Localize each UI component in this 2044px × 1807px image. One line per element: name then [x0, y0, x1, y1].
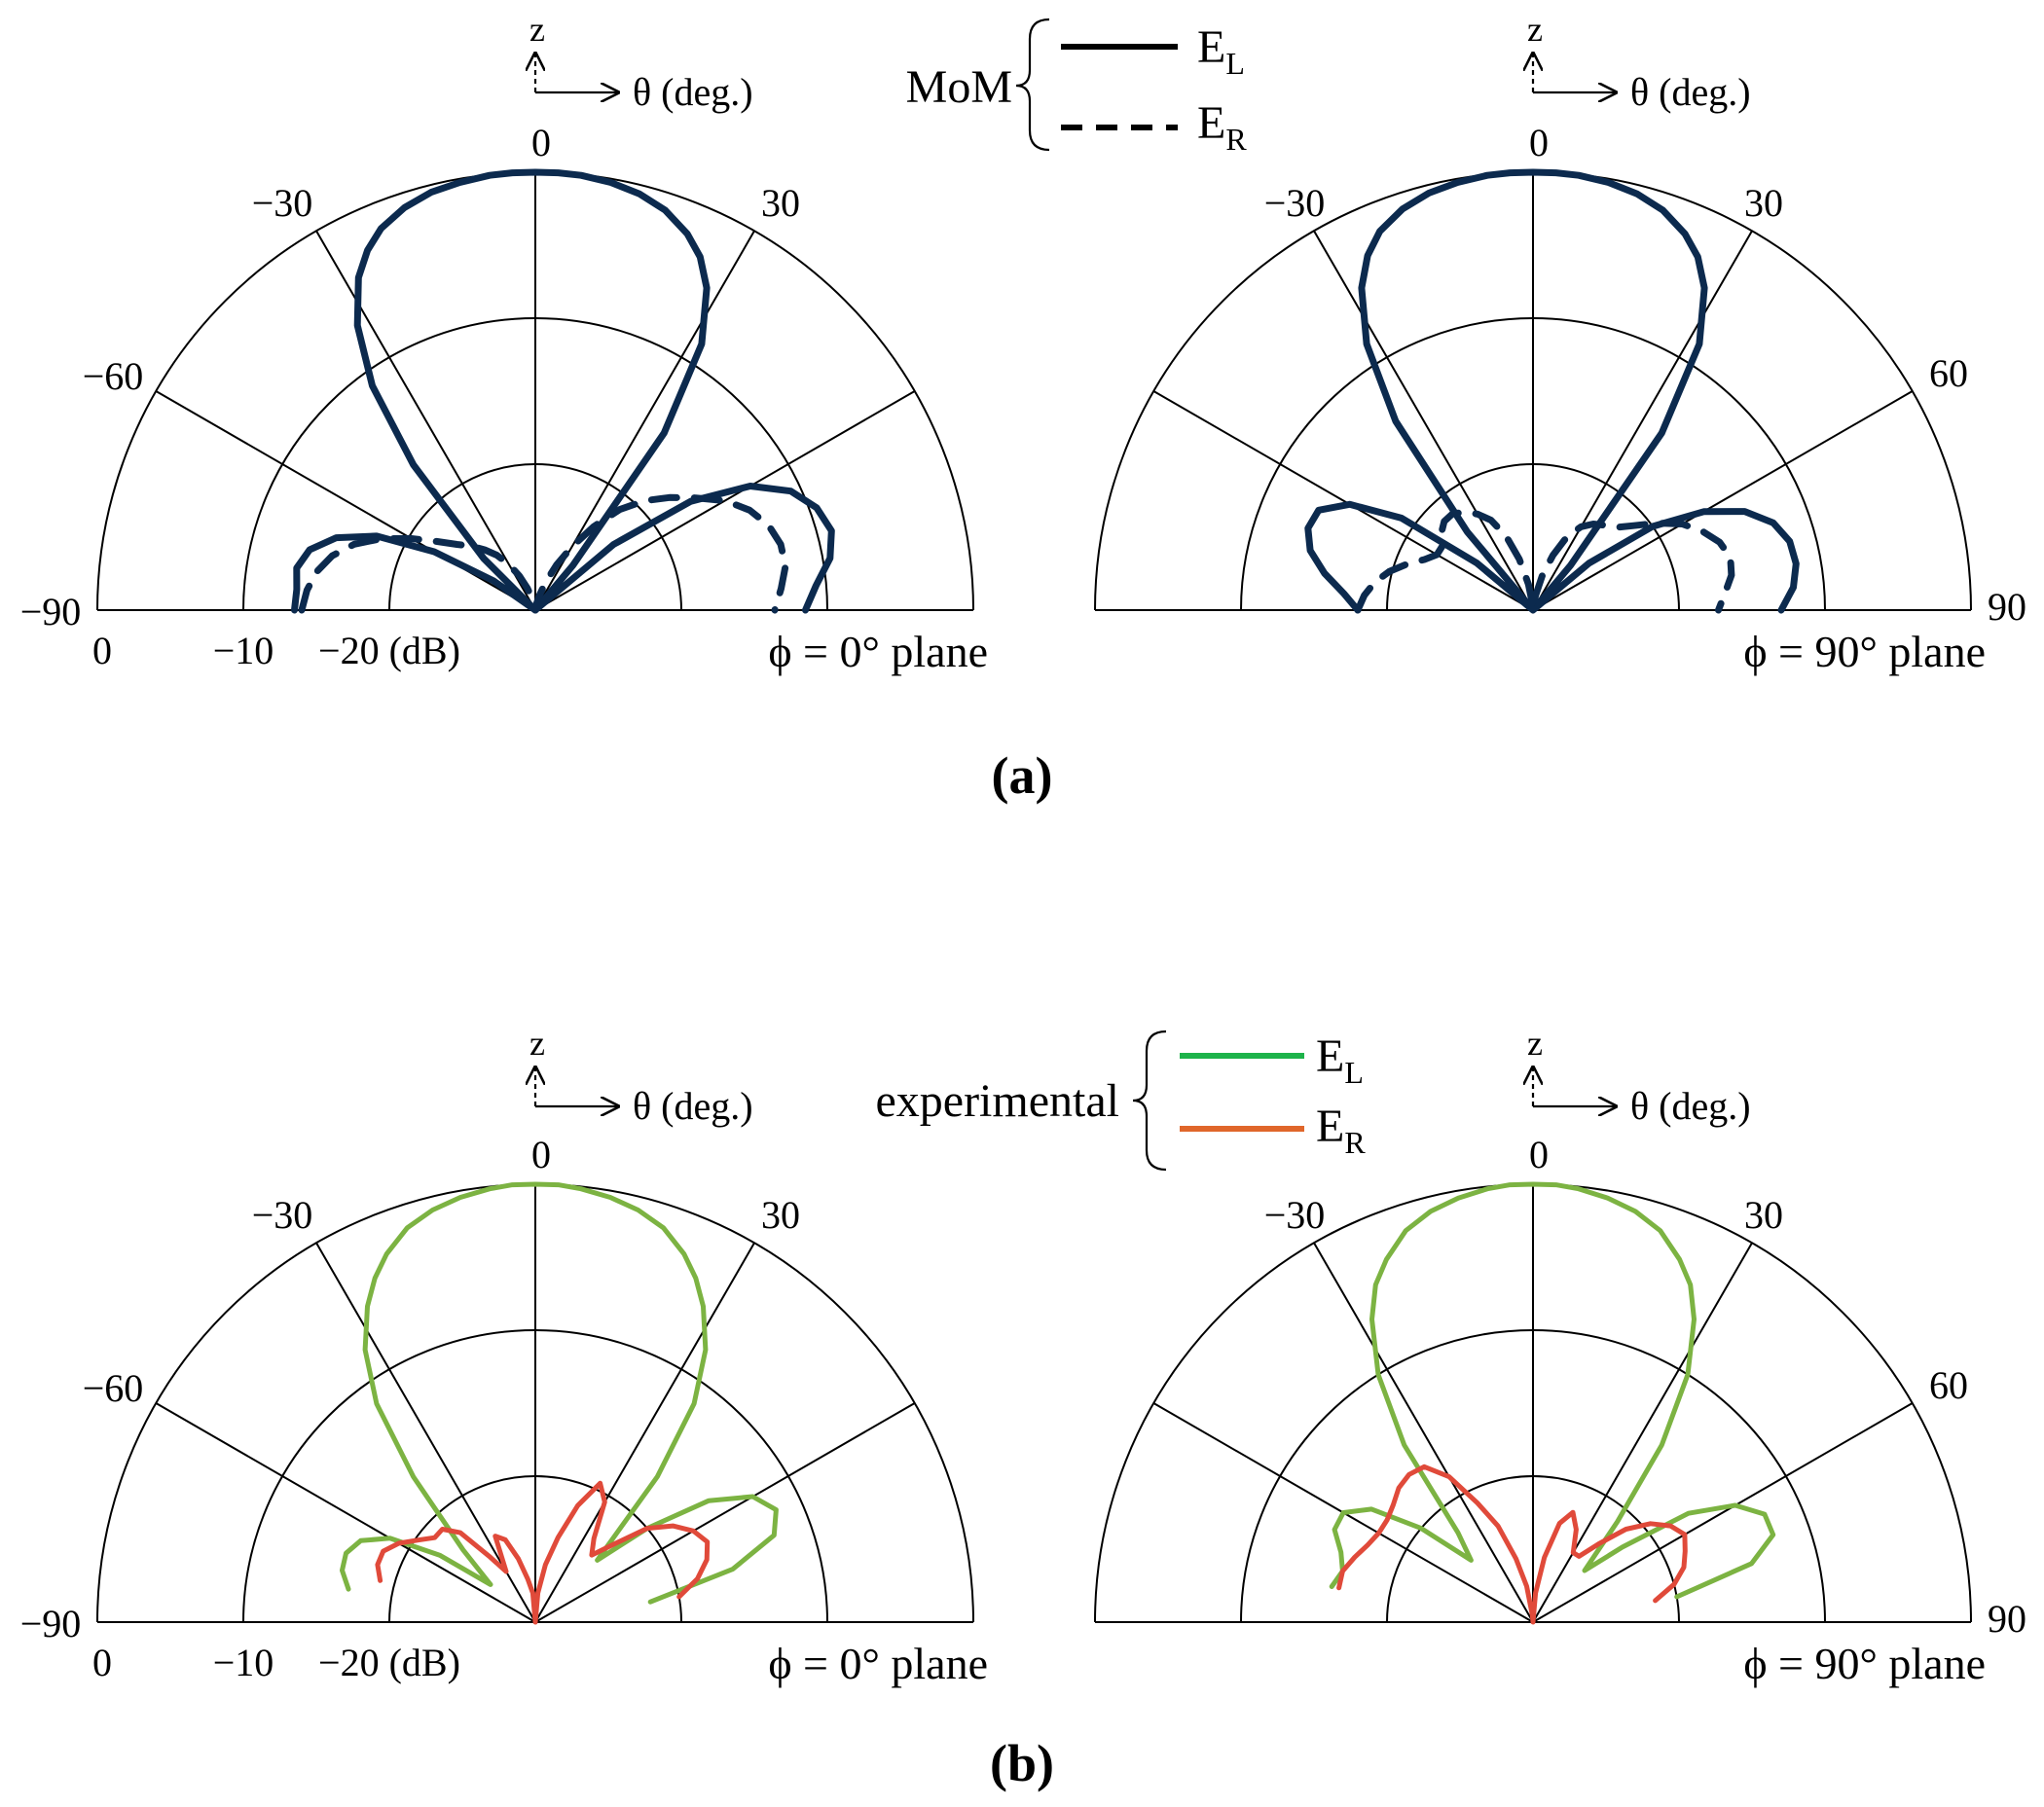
- curves-b-left: [340, 1181, 779, 1625]
- polar-chart-b-right: z θ (deg.) 0 −30 30 60 90 ϕ = 90° plane: [1094, 1024, 2026, 1688]
- radial-tick-0: 0: [92, 1641, 112, 1684]
- legend-brace: [1015, 18, 1050, 152]
- legend-label-el: EL: [1197, 21, 1245, 81]
- panel-tag-a: (a): [992, 746, 1053, 805]
- theta-tick-m30: −30: [1264, 1193, 1326, 1237]
- legend-group-label: experimental: [875, 1075, 1119, 1127]
- plane-label: ϕ = 0° plane: [768, 627, 988, 676]
- panel-tag-b: (b): [990, 1734, 1054, 1792]
- series-e-r: [298, 493, 789, 614]
- theta-tick-m90: −90: [20, 1602, 82, 1645]
- radial-line-p60: [1532, 1402, 1914, 1623]
- legend-label-el: EL: [1316, 1030, 1364, 1090]
- polar-chart-a-right: z θ (deg.) 0 −30 30 60 90 ϕ = 90° plane: [1094, 10, 2026, 676]
- theta-axis-label: θ (deg.): [633, 1084, 753, 1128]
- series-e-r: [375, 1480, 711, 1625]
- series-e-l: [1329, 1181, 1776, 1600]
- radial-line-p60: [534, 1402, 916, 1623]
- legend-group-label: MoM: [906, 61, 1012, 113]
- curves-b-right: [1329, 1181, 1776, 1625]
- radial-line-p30: [1532, 1242, 1753, 1623]
- theta-tick-0: 0: [1529, 1133, 1549, 1176]
- theta-tick-m30: −30: [252, 1193, 313, 1237]
- z-axis-label: z: [1527, 1024, 1543, 1063]
- legend-label-er: ER: [1316, 1101, 1366, 1160]
- radial-line-m60: [155, 390, 536, 611]
- legend-label-er: ER: [1197, 97, 1247, 157]
- radial-line-m60: [155, 1402, 536, 1623]
- theta-tick-p30: 30: [1744, 1193, 1783, 1237]
- radial-line-m30: [1313, 1242, 1534, 1623]
- theta-axis-label: θ (deg.): [1630, 1084, 1751, 1128]
- theta-tick-m30: −30: [252, 181, 313, 225]
- radial-tick-0: 0: [92, 629, 112, 672]
- series-e-r: [1354, 508, 1735, 614]
- radial-line-p30: [1532, 230, 1753, 611]
- theta-tick-p30: 30: [761, 1193, 800, 1237]
- radial-tick-m10: −10: [213, 629, 274, 672]
- theta-tick-p60: 60: [1929, 351, 1968, 395]
- theta-tick-m30: −30: [1264, 181, 1326, 225]
- series-e-l: [1304, 168, 1800, 614]
- curves-a-left: [291, 168, 835, 614]
- radial-line-p60: [534, 390, 916, 611]
- theta-tick-0: 0: [1529, 121, 1549, 164]
- theta-tick-m60: −60: [83, 1366, 144, 1410]
- theta-axis-label: θ (deg.): [633, 70, 753, 114]
- theta-tick-0: 0: [531, 121, 551, 164]
- polar-chart-a-left: z θ (deg.) 0 −30 30 −60 −90 0 −10 −20 (d…: [20, 10, 988, 676]
- theta-tick-m60: −60: [83, 354, 144, 398]
- theta-axis-label: θ (deg.): [1630, 70, 1751, 114]
- radial-line-m30: [315, 1242, 536, 1623]
- plane-label: ϕ = 0° plane: [768, 1639, 988, 1688]
- z-axis-label: z: [529, 1024, 545, 1063]
- legend-brace: [1132, 1030, 1167, 1172]
- radial-line-p30: [534, 230, 755, 611]
- radial-tick-m10: −10: [213, 1641, 274, 1684]
- panel-a: MoM EL ER z θ (deg.) 0 −30 30 −60: [20, 10, 2026, 805]
- theta-tick-p90: 90: [1988, 1597, 2026, 1641]
- radial-line-p60: [1532, 390, 1914, 611]
- series-e-l: [291, 168, 835, 614]
- legend-mom: MoM EL ER: [906, 18, 1247, 157]
- theta-tick-p30: 30: [1744, 181, 1783, 225]
- plane-label: ϕ = 90° plane: [1743, 627, 1986, 676]
- radial-line-p30: [534, 1242, 755, 1623]
- radial-line-m60: [1152, 390, 1534, 611]
- polar-chart-b-left: z θ (deg.) 0 −30 30 −60 −90 0 −10 −20 (d…: [20, 1024, 988, 1688]
- theta-tick-m90: −90: [20, 590, 82, 633]
- theta-tick-p90: 90: [1988, 585, 2026, 629]
- z-axis-label: z: [1527, 10, 1543, 49]
- plane-label: ϕ = 90° plane: [1743, 1639, 1986, 1688]
- radial-tick-m20: −20 (dB): [318, 1641, 460, 1684]
- radial-line-m30: [1313, 230, 1534, 611]
- legend-experimental: experimental EL ER: [875, 1030, 1366, 1172]
- panel-b: experimental EL ER z θ (deg.) 0 −30 30: [20, 1024, 2026, 1792]
- theta-tick-p60: 60: [1929, 1363, 1968, 1407]
- z-axis-label: z: [529, 10, 545, 49]
- theta-tick-0: 0: [531, 1133, 551, 1176]
- theta-tick-p30: 30: [761, 181, 800, 225]
- radial-line-m30: [315, 230, 536, 611]
- curves-a-right: [1304, 168, 1800, 614]
- series-e-r: [1336, 1464, 1688, 1625]
- radial-tick-m20: −20 (dB): [318, 629, 460, 672]
